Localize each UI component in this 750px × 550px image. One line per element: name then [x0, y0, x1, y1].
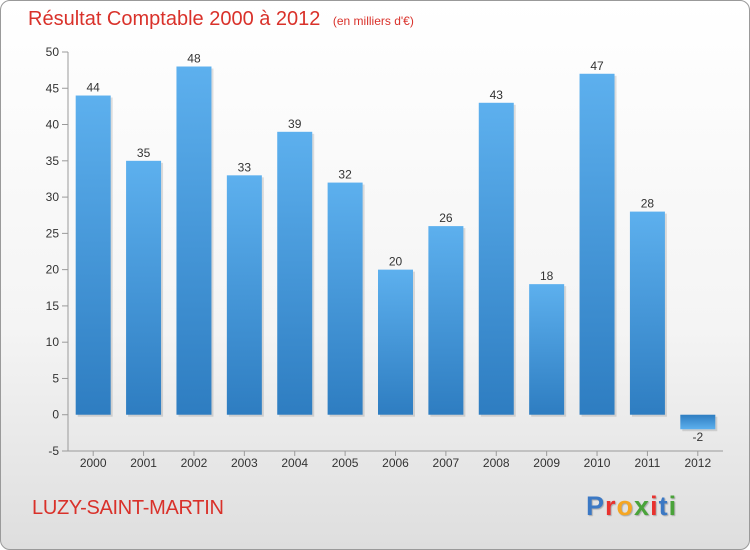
data-label: 48	[187, 52, 201, 66]
data-label: 20	[389, 255, 403, 269]
commune-name: LUZY-SAINT-MARTIN	[32, 497, 224, 519]
chart-title-row: Résultat Comptable 2000 à 2012 (en milli…	[28, 8, 414, 31]
x-tick-label: 2003	[231, 456, 258, 470]
data-label: 43	[490, 88, 504, 102]
y-tick-label: 0	[52, 408, 59, 422]
brand-letter: i	[668, 491, 678, 521]
bar	[75, 95, 111, 415]
y-tick-label: 15	[46, 299, 60, 313]
x-tick-label: 2008	[483, 456, 510, 470]
y-tick-label: 50	[46, 45, 60, 59]
x-tick-label: 2004	[281, 456, 308, 470]
chart-title: Résultat Comptable 2000 à 2012	[28, 8, 321, 30]
y-tick-label: -5	[48, 444, 59, 458]
bar	[478, 102, 514, 415]
bar	[126, 160, 162, 415]
brand-letter: r	[605, 491, 617, 521]
data-label: 32	[338, 168, 352, 182]
brand-logo: Proxiti	[586, 491, 677, 522]
data-label: 39	[288, 117, 302, 131]
bar	[579, 73, 615, 415]
value-labels: 44 35 48 33 39 32 20 26 43 18 47 28 -2	[87, 52, 704, 445]
bar	[680, 414, 716, 430]
x-tick-label: 2002	[181, 456, 208, 470]
y-tick-label: 35	[46, 154, 60, 168]
brand-letter: P	[586, 491, 606, 521]
bar	[529, 284, 565, 415]
x-tick-label: 2005	[332, 456, 359, 470]
data-label: 28	[641, 197, 655, 211]
y-tick-label: 40	[46, 118, 60, 132]
bar	[428, 226, 464, 415]
y-tick-label: 20	[46, 263, 60, 277]
y-tick-label: 10	[46, 335, 60, 349]
x-tick-label: 2010	[584, 456, 611, 470]
brand-letter: t	[658, 491, 669, 521]
bar	[277, 131, 313, 415]
brand-letter: o	[616, 491, 635, 521]
bars	[75, 66, 718, 432]
x-tick-label: 2007	[433, 456, 460, 470]
brand-letter: x	[634, 491, 651, 521]
x-tick-label: 2000	[80, 456, 107, 470]
data-label: 35	[137, 146, 151, 160]
y-tick-label: 5	[52, 371, 59, 385]
y-tick-label: 30	[46, 190, 60, 204]
bar	[629, 211, 665, 415]
y-tick-label: 25	[46, 226, 60, 240]
brand-letter: i	[650, 491, 659, 521]
data-label: 44	[87, 81, 101, 95]
x-tick-label: 2009	[533, 456, 560, 470]
chart-subtitle: (en milliers d'€)	[332, 14, 414, 28]
y-tick-label: 45	[46, 81, 60, 95]
data-label: 33	[238, 160, 252, 174]
x-tick-label: 2011	[635, 456, 661, 470]
bar	[378, 269, 413, 415]
x-tick-label: 2006	[382, 456, 409, 470]
axes: -5 0 5 10 15 20 25 30 35 40 45 50 2000 2001 2002 2003 20…	[46, 45, 723, 470]
data-label: 47	[590, 59, 604, 73]
x-tick-label: 2001	[130, 456, 157, 470]
bar	[327, 182, 363, 415]
data-label: 18	[540, 269, 554, 283]
x-tick-label: 2012	[684, 456, 711, 470]
data-label: -2	[692, 430, 703, 444]
data-label: 26	[439, 211, 453, 225]
bar	[176, 66, 212, 415]
bar	[226, 175, 262, 415]
